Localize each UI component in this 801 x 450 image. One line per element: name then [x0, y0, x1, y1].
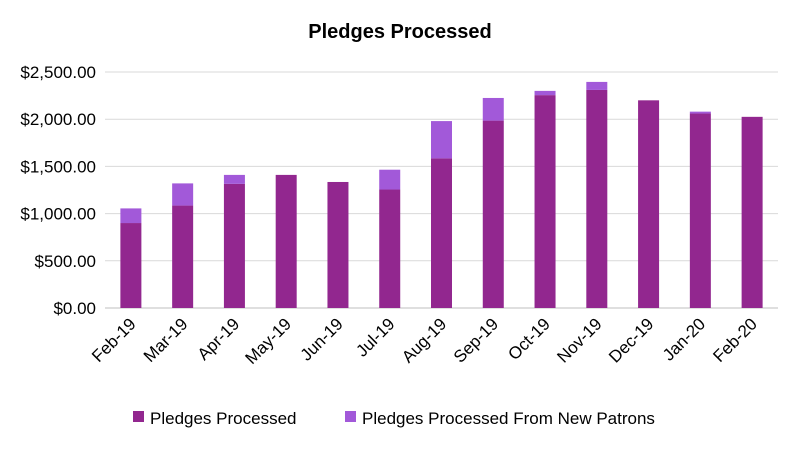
legend-swatch-pledges-processed: [133, 411, 144, 422]
bar-new-patrons: [379, 169, 401, 190]
bar-new-patrons: [586, 81, 608, 90]
bar-new-patrons: [431, 121, 452, 159]
bar-pledges-processed: [482, 120, 504, 308]
x-tick-label: Aug-19: [398, 314, 450, 366]
legend: Pledges Processed Pledges Processed From…: [133, 409, 655, 428]
bar-pledges-processed: [638, 100, 660, 308]
bar-pledges-processed: [223, 183, 245, 308]
x-tick-label: Dec-19: [605, 314, 657, 366]
x-tick-label: Jan-20: [659, 314, 709, 364]
bar-pledges-processed: [431, 158, 452, 308]
x-tick-label: Mar-19: [140, 314, 192, 366]
y-tick-label: $0.00: [53, 299, 96, 318]
bar-new-patrons: [120, 208, 142, 224]
bar-new-patrons: [172, 183, 194, 206]
y-tick-label: $1,000.00: [20, 205, 96, 224]
legend-label-new-patrons: Pledges Processed From New Patrons: [362, 409, 655, 428]
bar-pledges-processed: [327, 181, 349, 308]
x-tick-label: May-19: [242, 314, 296, 368]
x-tick-label: Feb-20: [709, 314, 761, 366]
bar-pledges-processed: [275, 174, 297, 308]
bar-new-patrons: [223, 174, 245, 184]
y-tick-label: $1,500.00: [20, 157, 96, 176]
x-tick-label: Oct-19: [504, 314, 554, 364]
bar-pledges-processed: [120, 223, 142, 308]
bar-new-patrons: [482, 97, 504, 121]
bar-pledges-processed: [741, 116, 763, 308]
bar-pledges-processed: [172, 205, 194, 308]
x-tick-label: Sep-19: [450, 314, 502, 366]
bar-new-patrons: [534, 90, 556, 96]
y-tick-label: $500.00: [35, 252, 96, 271]
y-axis-ticks: $0.00 $500.00 $1,000.00 $1,500.00 $2,000.00 $…: [20, 63, 96, 318]
bar-pledges-processed: [689, 113, 711, 308]
x-tick-label: Feb-19: [88, 314, 140, 366]
legend-swatch-new-patrons: [345, 411, 356, 422]
bar-pledges-processed: [586, 89, 608, 308]
x-tick-label: Apr-19: [194, 314, 244, 364]
legend-label-pledges-processed: Pledges Processed: [150, 409, 296, 428]
y-tick-label: $2,000.00: [20, 110, 96, 129]
chart-title: Pledges Processed: [308, 21, 491, 43]
bar-new-patrons: [689, 111, 711, 114]
x-tick-label: Jun-19: [297, 314, 347, 364]
x-tick-label: Jul-19: [352, 314, 398, 360]
bars: [120, 81, 763, 309]
y-tick-label: $2,500.00: [20, 63, 96, 82]
bar-pledges-processed: [534, 95, 556, 309]
x-tick-label: Nov-19: [553, 314, 605, 366]
bar-pledges-processed: [379, 189, 401, 308]
